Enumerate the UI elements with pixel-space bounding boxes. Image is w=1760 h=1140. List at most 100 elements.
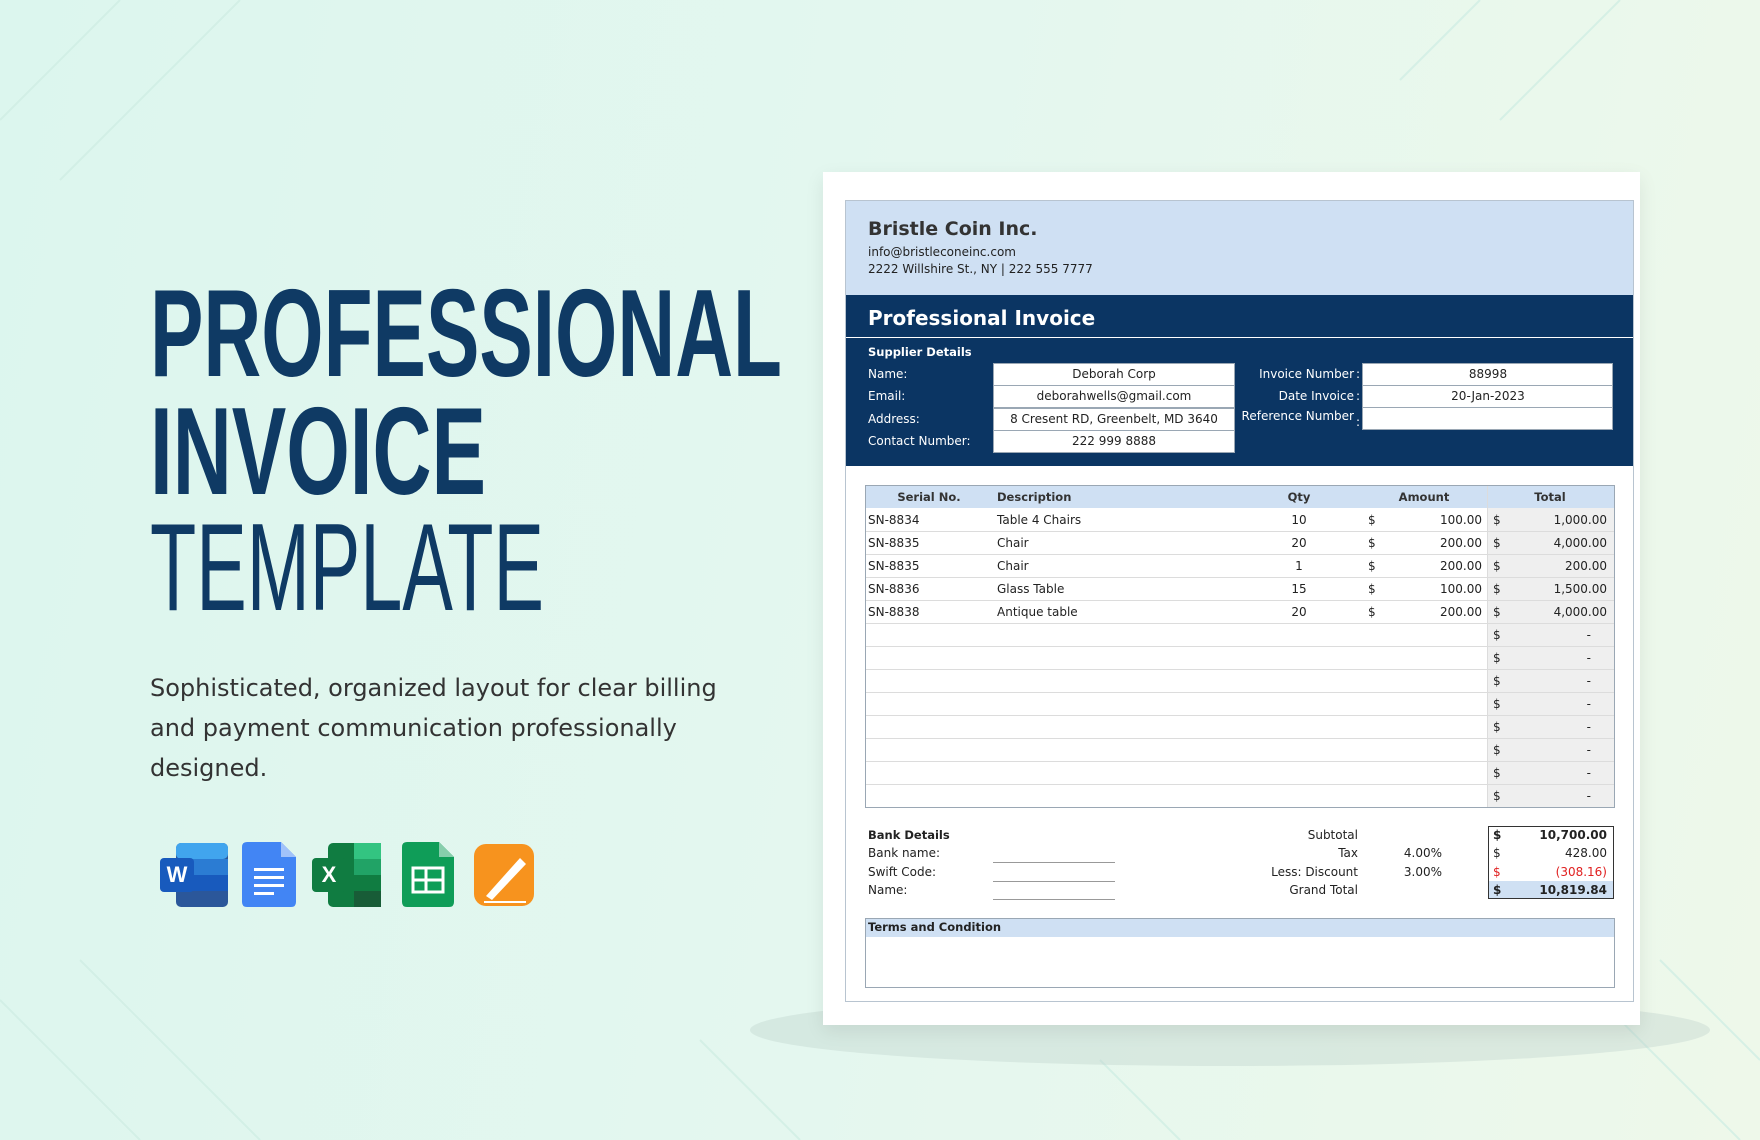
serial-cell: SN-8838 [868,605,920,619]
bank-heading: Bank Details [868,828,950,842]
info-label: Reference Number [1241,409,1354,423]
hero-title-line: PROFESSIONAL [150,265,782,403]
info-colon: : [1355,389,1360,403]
description-cell: Chair [997,536,1029,550]
qty-cell: 20 [1291,536,1307,550]
bank-underline [993,862,1115,863]
summary-value: 10,700.00 [1539,828,1607,842]
description-cell: Table 4 Chairs [997,513,1082,527]
terms-heading: Terms and Condition [868,920,1002,934]
excel-icon: X [312,843,381,907]
description-line: Sophisticated, organized layout for clea… [150,674,717,702]
field-box [993,385,1235,408]
sheets-icon [402,842,454,907]
info-value: 20-Jan-2023 [1451,389,1525,403]
qty-cell: 20 [1291,605,1307,619]
total-cell: - [1586,743,1591,757]
total-cell: - [1586,651,1591,665]
info-sep [1362,407,1613,408]
summary-currency: $ [1493,846,1501,860]
invoice-title: Professional Invoice [868,306,1096,330]
row-line [866,715,1614,716]
field-value: 222 999 8888 [1072,434,1156,448]
total-cell: 4,000.00 [1553,605,1607,619]
supplier-heading: Supplier Details [868,345,972,359]
company-email: info@bristleconeinc.com [868,245,1016,259]
currency-cell: $ [1493,697,1501,711]
bank-label: Name: [868,883,908,897]
total-cell: - [1586,697,1591,711]
table-header-cell: Serial No. [897,490,961,504]
info-label: Invoice Number [1259,367,1354,381]
currency-cell: $ [1493,674,1501,688]
serial-cell: SN-8836 [868,582,920,596]
serial-cell: SN-8834 [868,513,920,527]
hero-title-line: TEMPLATE [150,499,544,637]
currency-cell: $ [1368,536,1376,550]
info-sep [1362,385,1613,386]
field-value: 8 Cresent RD, Greenbelt, MD 3640 [1010,412,1218,426]
bank-label: Swift Code: [868,865,937,879]
currency-cell: $ [1368,513,1376,527]
description-cell: Antique table [997,605,1078,619]
table-header-cell: Amount [1398,490,1450,504]
row-line [866,600,1614,601]
summary-label: Less: Discount [1271,865,1358,879]
field-label: Address: [868,412,920,426]
amount-cell: 200.00 [1440,559,1482,573]
icon-letter: W [167,862,188,887]
total-cell: 1,000.00 [1553,513,1607,527]
summary-rate: 4.00% [1403,846,1442,860]
info-colon: : [1355,415,1360,429]
serial-cell: SN-8835 [868,536,920,550]
word-icon: W [160,843,228,907]
qty-cell: 10 [1291,513,1307,527]
total-cell: - [1586,766,1591,780]
field-box [993,430,1235,453]
summary-currency: $ [1493,865,1501,879]
qty-cell: 15 [1291,582,1307,596]
currency-cell: $ [1493,513,1501,527]
total-cell: 4,000.00 [1553,536,1607,550]
total-cell: - [1586,789,1591,803]
total-cell: - [1586,628,1591,642]
summary-value: (308.16) [1555,865,1607,879]
grand-total-fill [1489,881,1613,898]
currency-cell: $ [1368,582,1376,596]
row-line [866,669,1614,670]
total-cell: - [1586,674,1591,688]
column-line [1487,486,1488,807]
field-label: Name: [868,367,908,381]
description-line: and payment communication professionally [150,714,677,742]
table-header [866,486,1614,508]
table-header-cell: Qty [1287,490,1311,504]
summary-box [1488,826,1614,899]
bank-label: Bank name: [868,846,941,860]
serial-cell: SN-8835 [868,559,920,573]
description-cell: Glass Table [997,582,1065,596]
row-line [866,531,1614,532]
amount-cell: 200.00 [1440,605,1482,619]
row-line [866,577,1614,578]
company-name: Bristle Coin Inc. [868,218,1038,240]
invoice-frame [845,200,1634,1002]
hero-title-line: INVOICE [150,383,486,521]
amount-cell: 200.00 [1440,536,1482,550]
currency-cell: $ [1493,628,1501,642]
summary-value: 428.00 [1565,846,1607,860]
docs-icon [242,842,296,907]
icon-letter: X [322,862,337,887]
total-cell: - [1586,720,1591,734]
row-line [866,738,1614,739]
company-header [846,201,1633,295]
currency-cell: $ [1493,536,1501,550]
row-line [866,784,1614,785]
bank-underline [993,881,1115,882]
description-cell: Chair [997,559,1029,573]
currency-cell: $ [1368,605,1376,619]
info-value: 88998 [1468,367,1508,381]
info-box [1362,363,1613,430]
summary-label: Grand Total [1289,883,1358,897]
